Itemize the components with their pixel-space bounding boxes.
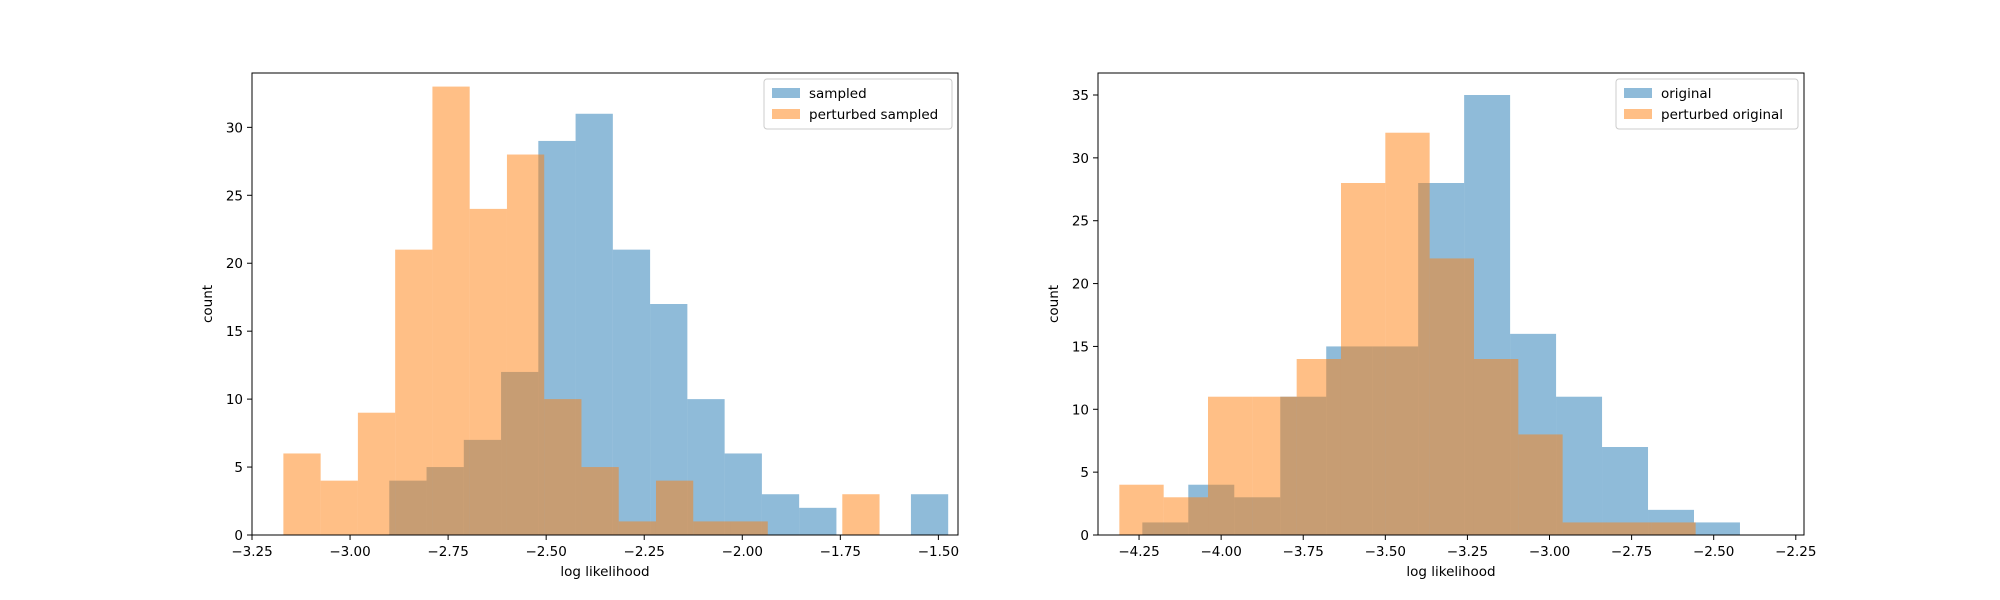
series-perturbed-original — [1119, 132, 1696, 535]
legend-swatch — [772, 88, 800, 98]
y-tick-label: 5 — [234, 460, 243, 476]
histogram-bar — [612, 249, 651, 535]
histogram-bar — [910, 494, 949, 535]
histogram-sampled-vs-perturbed: −3.25 −3.00 −2.75 −2.50 −2.25 −2.00 −1.75 −1.50… — [200, 72, 959, 580]
x-tick-label: −2.25 — [624, 544, 665, 560]
histogram-bar — [799, 507, 837, 535]
histogram-bar — [1119, 484, 1164, 535]
y-tick-label: 5 — [1080, 465, 1089, 481]
histogram-bar — [357, 412, 396, 535]
y-tick-label: 0 — [1080, 528, 1089, 544]
y-axis-label: count — [1046, 285, 1062, 323]
histogram-bar — [618, 521, 656, 535]
legend-label: perturbed original — [1661, 107, 1783, 123]
x-tick-label: −4.00 — [1200, 544, 1241, 560]
histogram-bar — [1693, 522, 1740, 535]
histogram-bar — [1163, 497, 1209, 535]
legend-swatch — [1624, 88, 1652, 98]
histogram-bar — [575, 113, 613, 535]
histogram-bar — [655, 480, 694, 535]
histogram-bar — [1473, 359, 1519, 535]
x-tick-label: −3.25 — [231, 544, 272, 560]
histogram-bar — [395, 249, 433, 535]
histogram-bar — [693, 521, 731, 535]
histogram-original-vs-perturbed: −4.25 −4.00 −3.75 −3.50 −3.25 −3.00 −2.75 −2.50… — [1046, 72, 1816, 580]
histogram-bar — [1602, 447, 1649, 535]
legend-label: sampled — [809, 86, 867, 102]
y-tick-label: 30 — [1072, 151, 1089, 167]
x-tick-label: −4.25 — [1118, 544, 1159, 560]
x-tick-label: −3.00 — [1529, 544, 1570, 560]
legend-label: original — [1661, 86, 1711, 102]
y-tick-label: 10 — [226, 392, 243, 408]
histogram-bar — [1385, 132, 1430, 535]
y-tick-label: 0 — [234, 528, 243, 544]
y-tick-label: 25 — [1072, 214, 1089, 230]
x-tick-label: −2.50 — [1693, 544, 1734, 560]
y-tick-label: 15 — [1072, 339, 1089, 355]
legend-swatch — [772, 109, 800, 119]
histogram-bar — [1651, 522, 1696, 535]
histogram-bar — [1556, 396, 1603, 535]
y-tick-label: 15 — [226, 324, 243, 340]
histogram-bar — [687, 399, 725, 535]
histogram-bar — [581, 467, 619, 535]
x-tick-label: −3.00 — [329, 544, 370, 560]
x-tick-label: −2.00 — [722, 544, 763, 560]
histogram-bar — [469, 208, 507, 535]
y-tick-label: 25 — [226, 188, 243, 204]
histogram-bar — [432, 86, 470, 536]
histogram-bar — [1208, 396, 1253, 535]
y-tick-label: 35 — [1072, 88, 1089, 104]
x-axis-label: log likelihood — [1406, 564, 1495, 580]
legend-box — [1615, 78, 1799, 130]
histogram-bar — [1606, 522, 1652, 535]
histogram-bar — [320, 480, 358, 535]
y-tick-label: 30 — [226, 120, 243, 136]
y-tick-label: 20 — [226, 256, 243, 272]
histogram-bar — [1562, 522, 1607, 535]
histogram-bar — [1429, 258, 1474, 535]
x-tick-label: −2.75 — [1611, 544, 1652, 560]
x-tick-label: −3.25 — [1447, 544, 1488, 560]
legend: original perturbed original — [1615, 78, 1799, 130]
histogram-bar — [842, 494, 880, 535]
legend-label: perturbed sampled — [809, 107, 938, 123]
histogram-bar — [761, 494, 800, 535]
axes-frame — [1097, 72, 1805, 536]
x-tick-label: −3.75 — [1283, 544, 1324, 560]
x-axis-label: log likelihood — [560, 564, 649, 580]
legend-box — [763, 78, 953, 130]
y-axis-label: count — [200, 285, 216, 323]
x-tick-label: −2.50 — [525, 544, 566, 560]
x-tick-label: −1.75 — [820, 544, 861, 560]
x-tick-label: −1.50 — [918, 544, 959, 560]
histogram-bar — [1340, 183, 1386, 535]
y-tick-label: 20 — [1072, 277, 1089, 293]
x-tick-label: −2.25 — [1775, 544, 1816, 560]
histogram-bar — [283, 453, 321, 535]
histogram-bar — [506, 154, 545, 535]
histogram-bar — [1296, 359, 1341, 535]
legend-swatch — [1624, 109, 1652, 119]
histogram-bar — [1252, 396, 1297, 535]
x-tick-label: −2.75 — [427, 544, 468, 560]
histogram-bar — [544, 399, 582, 535]
axes-frame — [251, 72, 959, 536]
histogram-bar — [1518, 434, 1563, 535]
x-tick-label: −3.50 — [1365, 544, 1406, 560]
y-tick-label: 10 — [1072, 402, 1089, 418]
histogram-bar — [730, 521, 768, 535]
series-perturbed-sampled — [283, 86, 880, 536]
legend: sampled perturbed sampled — [763, 78, 953, 130]
